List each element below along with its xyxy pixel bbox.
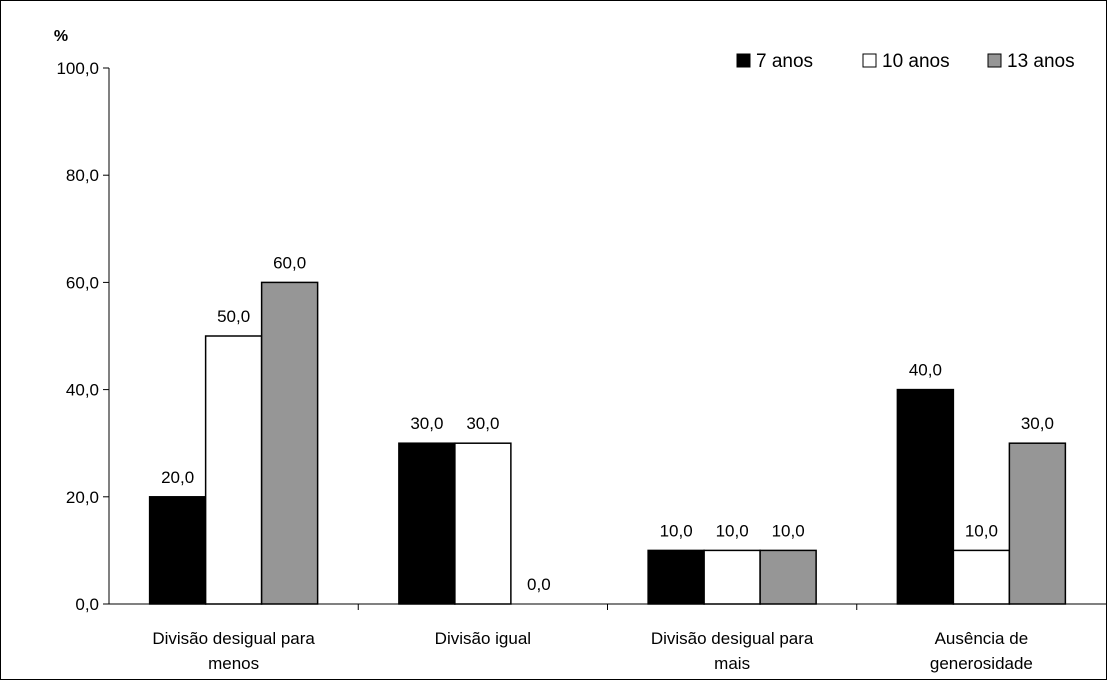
bar xyxy=(647,549,705,605)
bar xyxy=(1008,442,1067,605)
data-label: 10,0 xyxy=(965,521,998,540)
legend-label: 7 anos xyxy=(756,51,813,72)
category-label: generosidade xyxy=(930,654,1033,673)
category-label: menos xyxy=(208,654,259,673)
data-label: 30,0 xyxy=(466,414,499,433)
data-label: 10,0 xyxy=(716,521,749,540)
legend: 7 anos 10 anos 13 anos xyxy=(736,51,1075,72)
data-label: 30,0 xyxy=(410,414,443,433)
bar xyxy=(454,442,512,605)
data-label: 50,0 xyxy=(217,307,250,326)
bar xyxy=(148,496,207,605)
y-tick-label: 0,0 xyxy=(75,595,99,614)
data-label: 10,0 xyxy=(772,521,805,540)
legend-swatch xyxy=(987,53,1002,68)
legend-swatch xyxy=(736,53,751,68)
bars xyxy=(148,281,1067,605)
legend-label: 13 anos xyxy=(1007,51,1075,72)
data-label: 0,0 xyxy=(527,575,551,594)
y-tick-label: 20,0 xyxy=(66,488,99,507)
bar xyxy=(952,549,1011,605)
bar xyxy=(260,281,319,605)
y-tick-label: 40,0 xyxy=(66,381,99,400)
y-tick-label: 100,0 xyxy=(56,59,99,78)
bar xyxy=(204,335,263,605)
category-label: mais xyxy=(714,654,750,673)
y-axis-label: % xyxy=(54,28,68,45)
data-label: 10,0 xyxy=(660,521,693,540)
legend-swatch xyxy=(862,53,877,68)
category-labels: Divisão desigual para menos Divisão igual D… xyxy=(152,629,1033,673)
data-labels: 20,0 50,0 60,0 30,0 30,0 0,0 10,0 10,0 10,0 40,0 1… xyxy=(161,253,1054,594)
category-label: Ausência de xyxy=(935,629,1029,648)
bar xyxy=(759,549,817,605)
category-label: Divisão desigual para xyxy=(152,629,315,648)
data-label: 30,0 xyxy=(1021,414,1054,433)
bar xyxy=(703,549,761,605)
bar xyxy=(896,388,955,605)
data-label: 20,0 xyxy=(161,468,194,487)
y-tick-label: 60,0 xyxy=(66,273,99,292)
data-label: 40,0 xyxy=(909,361,942,380)
data-label: 60,0 xyxy=(273,253,306,272)
legend-label: 10 anos xyxy=(882,51,950,72)
category-label: Divisão igual xyxy=(435,629,531,648)
bar xyxy=(398,442,456,605)
y-tick-label: 80,0 xyxy=(66,166,99,185)
category-label: Divisão desigual para xyxy=(651,629,814,648)
